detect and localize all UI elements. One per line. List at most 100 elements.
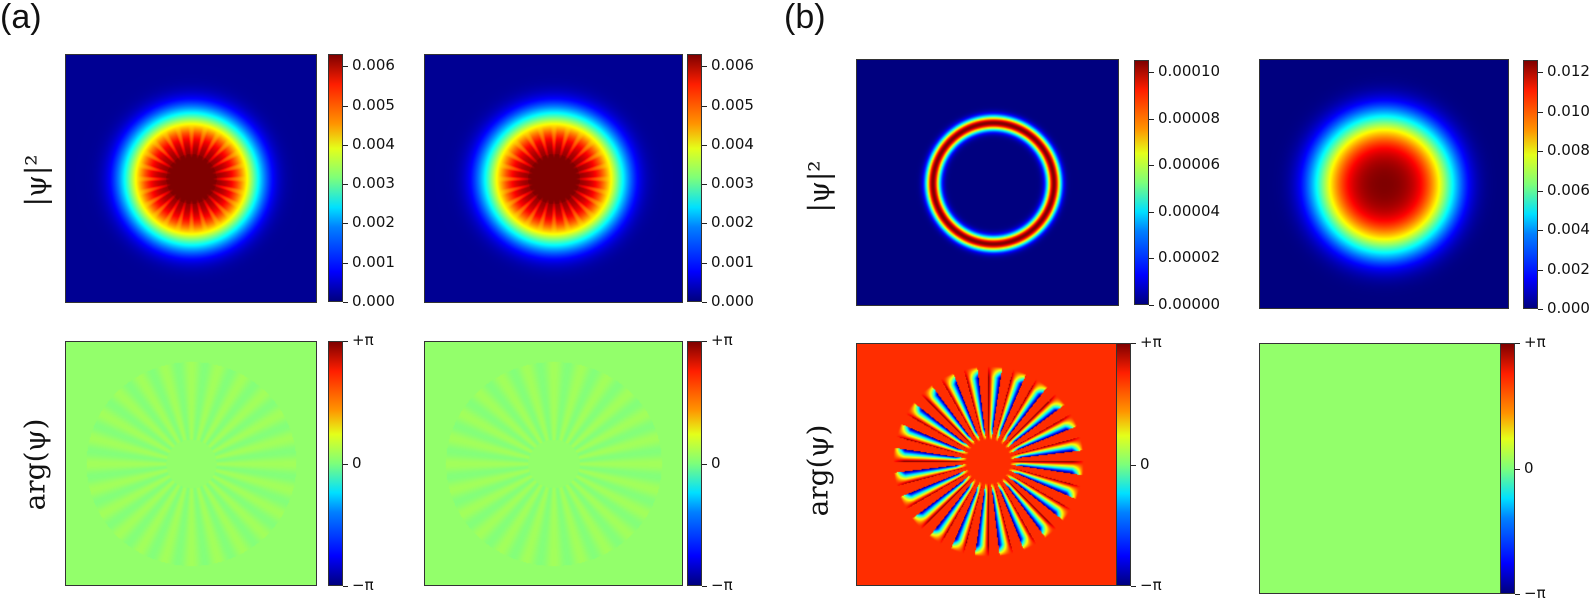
colorbar-tick-label: 0.006 — [1547, 180, 1590, 199]
colorbar-tick-label: 0.005 — [711, 95, 754, 114]
colorbar-tick — [1131, 343, 1136, 344]
colorbar-tick — [1538, 190, 1543, 192]
colorbar-tick-label: −π — [1140, 576, 1162, 594]
colorbar-tick-label: 0.004 — [711, 134, 754, 153]
colorbar-tick — [702, 262, 707, 264]
colorbar-tick-label: +π — [711, 331, 733, 349]
colorbar-tick — [1131, 464, 1136, 466]
colorbar-tick-label: 0.00002 — [1158, 248, 1221, 267]
colorbar-tick — [1538, 72, 1543, 74]
colorbar-tick — [702, 184, 707, 186]
colorbar-tick-label: +π — [352, 331, 374, 349]
colorbar-tick — [1149, 165, 1154, 167]
colorbar-tick-label: 0.004 — [352, 134, 395, 153]
colorbar-tick — [1515, 343, 1520, 344]
colorbar-tick-label: 0.00004 — [1158, 201, 1221, 220]
colorbar-tick — [702, 463, 707, 465]
colorbar-tick — [1515, 468, 1520, 470]
colorbar-tick — [343, 223, 348, 225]
heatmap-b-bottom-left — [856, 343, 1119, 586]
colorbar-tick-label: +π — [1524, 333, 1546, 351]
colorbar-tick-label: 0.000 — [352, 292, 395, 310]
colorbar-tick — [1131, 586, 1136, 587]
ylabel-density-a: |ψ|² — [19, 154, 53, 207]
colorbar-tick-label: 0.006 — [711, 56, 754, 75]
colorbar-tick-label: 0.004 — [1547, 220, 1590, 239]
colorbar-a-bottom-right — [687, 341, 702, 586]
colorbar-a-top-left — [328, 54, 343, 302]
colorbar-tick — [343, 144, 348, 146]
colorbar-tick — [1538, 151, 1543, 153]
colorbar-tick-label: 0.002 — [1547, 259, 1590, 278]
colorbar-tick — [343, 341, 348, 342]
colorbar-a-top-right — [687, 54, 702, 302]
colorbar-tick — [343, 463, 348, 465]
colorbar-tick — [1538, 309, 1543, 310]
colorbar-a-bottom-left — [328, 341, 343, 586]
colorbar-tick-label: 0 — [352, 453, 362, 472]
colorbar-tick-label: +π — [1140, 333, 1162, 351]
heatmap-b-top-left — [856, 59, 1119, 306]
ylabel-density-b: |ψ|² — [802, 160, 836, 213]
heatmap-a-top-left — [65, 54, 317, 303]
colorbar-b-bottom-left — [1116, 343, 1131, 586]
colorbar-tick — [1538, 269, 1543, 271]
colorbar-tick — [702, 144, 707, 146]
colorbar-tick-label: 0.00010 — [1158, 62, 1221, 81]
colorbar-tick-label: 0.005 — [352, 95, 395, 114]
colorbar-tick-label: 0.001 — [711, 252, 754, 271]
colorbar-tick — [343, 262, 348, 264]
colorbar-tick-label: 0.006 — [352, 56, 395, 75]
colorbar-tick-label: 0.008 — [1547, 141, 1590, 160]
colorbar-tick-label: 0 — [1524, 458, 1534, 477]
colorbar-tick — [702, 66, 707, 68]
colorbar-tick-label: 0.00000 — [1158, 295, 1221, 313]
figure-label-a: (a) — [0, 0, 42, 36]
colorbar-tick-label: 0.010 — [1547, 101, 1590, 120]
colorbar-tick-label: 0 — [1140, 454, 1150, 473]
colorbar-tick-label: 0 — [711, 453, 721, 472]
colorbar-tick — [1149, 258, 1154, 260]
colorbar-tick-label: −π — [352, 576, 374, 594]
colorbar-tick — [1538, 230, 1543, 232]
colorbar-tick-label: 0.000 — [711, 292, 754, 310]
colorbar-tick — [343, 184, 348, 186]
colorbar-tick — [702, 302, 707, 303]
colorbar-tick — [343, 302, 348, 303]
colorbar-b-top-left — [1134, 60, 1149, 305]
colorbar-tick-label: 0.003 — [711, 174, 754, 193]
colorbar-tick-label: 0.00006 — [1158, 155, 1221, 174]
colorbar-tick — [702, 586, 707, 587]
colorbar-tick — [343, 105, 348, 107]
colorbar-tick — [1149, 211, 1154, 213]
colorbar-b-top-right — [1523, 60, 1538, 309]
colorbar-tick-label: 0.003 — [352, 174, 395, 193]
figure-label-b: (b) — [784, 0, 826, 36]
colorbar-tick — [1538, 111, 1543, 113]
colorbar-tick-label: −π — [711, 576, 733, 594]
colorbar-b-bottom-right — [1500, 343, 1515, 594]
colorbar-tick-label: −π — [1524, 584, 1546, 602]
colorbar-tick-label: 0.002 — [711, 213, 754, 232]
heatmap-a-bottom-left — [65, 341, 317, 586]
colorbar-tick-label: 0.002 — [352, 213, 395, 232]
colorbar-tick — [343, 586, 348, 587]
colorbar-tick — [1515, 594, 1520, 595]
heatmap-a-top-right — [424, 54, 683, 303]
ylabel-phase-a: arg(ψ) — [18, 418, 52, 511]
colorbar-tick-label: 0.001 — [352, 252, 395, 271]
colorbar-tick — [343, 66, 348, 68]
heatmap-b-top-right — [1259, 59, 1509, 309]
colorbar-tick-label: 0.012 — [1547, 62, 1590, 81]
heatmap-a-bottom-right — [424, 341, 683, 586]
heatmap-b-bottom-right — [1259, 343, 1509, 594]
colorbar-tick — [702, 105, 707, 107]
colorbar-tick-label: 0.000 — [1547, 299, 1590, 317]
colorbar-tick — [702, 223, 707, 225]
colorbar-tick — [702, 341, 707, 342]
colorbar-tick-label: 0.00008 — [1158, 108, 1221, 127]
colorbar-tick — [1149, 305, 1154, 306]
colorbar-tick — [1149, 72, 1154, 74]
colorbar-tick — [1149, 118, 1154, 120]
ylabel-phase-b: arg(ψ) — [801, 424, 835, 517]
